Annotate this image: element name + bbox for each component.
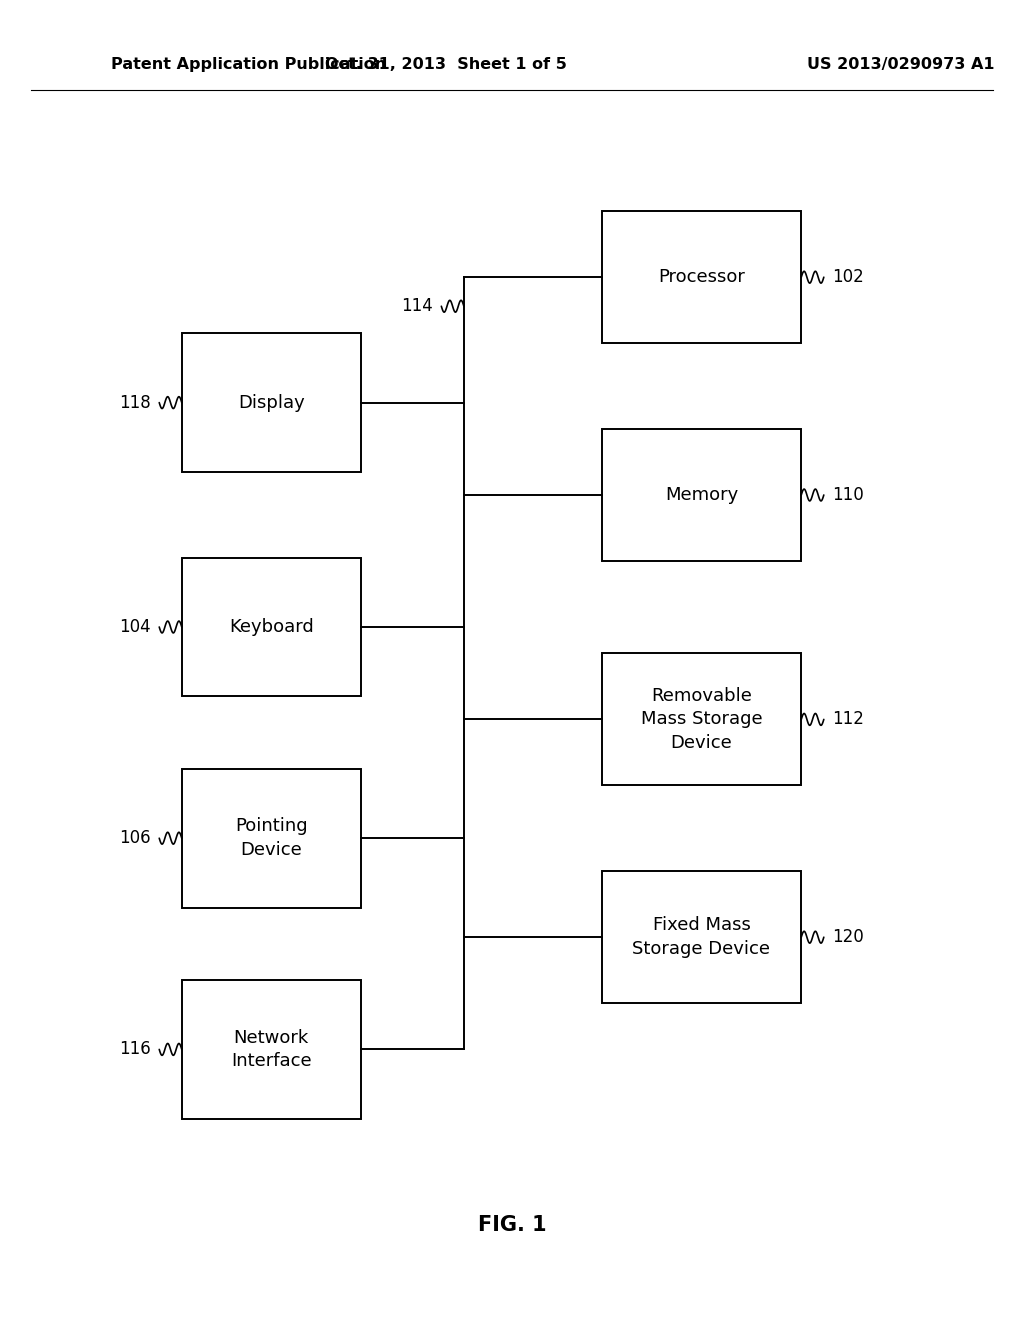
Text: 114: 114 xyxy=(401,297,433,315)
Text: 116: 116 xyxy=(119,1040,152,1059)
Text: 104: 104 xyxy=(120,618,152,636)
Text: 120: 120 xyxy=(833,928,864,946)
Bar xyxy=(602,429,801,561)
Text: Removable
Mass Storage
Device: Removable Mass Storage Device xyxy=(641,686,762,752)
Text: 106: 106 xyxy=(120,829,152,847)
Text: Memory: Memory xyxy=(665,486,738,504)
Text: 112: 112 xyxy=(833,710,864,729)
Text: Keyboard: Keyboard xyxy=(229,618,313,636)
Text: 110: 110 xyxy=(833,486,864,504)
Text: Display: Display xyxy=(238,393,305,412)
Bar xyxy=(182,979,361,1119)
Text: Pointing
Device: Pointing Device xyxy=(236,817,307,859)
Text: FIG. 1: FIG. 1 xyxy=(477,1214,547,1236)
Text: Oct. 31, 2013  Sheet 1 of 5: Oct. 31, 2013 Sheet 1 of 5 xyxy=(325,57,566,73)
Bar xyxy=(182,768,361,908)
Text: Patent Application Publication: Patent Application Publication xyxy=(111,57,386,73)
Text: US 2013/0290973 A1: US 2013/0290973 A1 xyxy=(807,57,995,73)
Text: Network
Interface: Network Interface xyxy=(231,1028,311,1071)
Text: Fixed Mass
Storage Device: Fixed Mass Storage Device xyxy=(633,916,770,958)
Bar xyxy=(602,871,801,1003)
Bar xyxy=(602,653,801,785)
Bar xyxy=(182,557,361,697)
Bar xyxy=(602,211,801,343)
Text: Processor: Processor xyxy=(658,268,744,286)
Text: 102: 102 xyxy=(833,268,864,286)
Bar xyxy=(182,334,361,473)
Text: 118: 118 xyxy=(119,393,152,412)
